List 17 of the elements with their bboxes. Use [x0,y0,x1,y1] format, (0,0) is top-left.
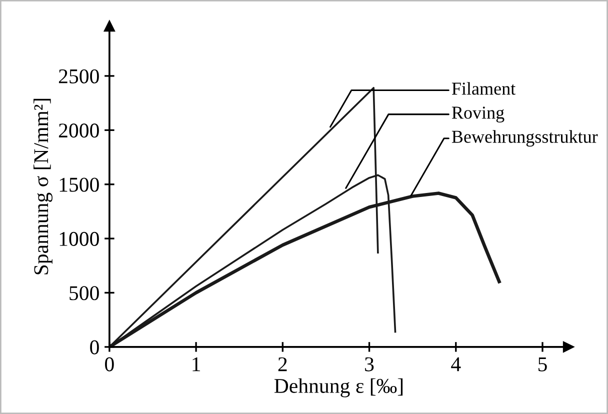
annotation: Roving [452,106,504,123]
y-tick-label: 0 [90,340,99,354]
y-tick-label: 2000 [58,124,99,138]
x-tick-label: 4 [451,357,461,372]
x-tick-label: 0 [105,357,114,372]
x-axis-title: Dehnung ε [‰] [274,378,403,398]
y-tick-label: 1500 [60,178,99,192]
y-axis-title: Spannung σ [N/mm²] [34,98,52,274]
y-tick-label: 500 [70,286,99,300]
x-tick-label: 5 [538,357,547,372]
annotation: Filament [452,82,516,95]
annotation: Bewehrungsstruktur [452,130,598,147]
y-tick-label: 2500 [58,69,99,84]
x-tick-label: 2 [278,357,287,372]
x-tick-label: 3 [365,357,374,372]
x-tick-label: 1 [192,357,200,372]
y-tick-label: 1000 [60,232,99,246]
